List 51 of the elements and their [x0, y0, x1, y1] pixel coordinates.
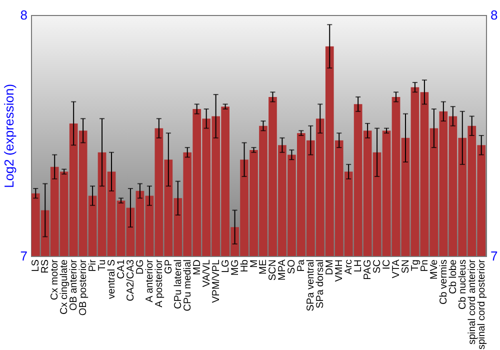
x-tick-label: SPa dorsal	[315, 260, 326, 308]
x-tick-label: GP	[163, 259, 174, 274]
x-tick-label: spinal cord anterior	[466, 258, 478, 345]
x-tick-label: Pa	[296, 259, 308, 272]
x-tick-label: Hb	[239, 259, 250, 272]
x-tick-label: RS	[40, 259, 52, 274]
x-tick-label: Cx motor	[50, 258, 61, 300]
x-tick-label: OB posterior	[78, 258, 90, 316]
x-tick-label: CPu medial	[182, 260, 194, 312]
y-axis-title: Log2 (expression)	[1, 84, 16, 188]
x-tick-label: Cb lobe	[448, 259, 459, 294]
x-tick-label: PAG	[362, 259, 374, 280]
x-tick-label: ventral S	[106, 259, 118, 299]
x-tick-label: Tg	[410, 260, 421, 272]
y2-tick-label: 7	[490, 248, 498, 264]
x-tick-label: Tu	[97, 260, 108, 271]
x-tick-label: Arc	[344, 260, 355, 274]
x-tick-label: IC	[382, 260, 393, 270]
x-tick-label: M	[248, 260, 260, 268]
x-tick-label: VTA	[391, 259, 402, 278]
x-tick-label: ME	[258, 259, 270, 274]
x-tick-label: SN	[400, 260, 412, 274]
x-tick-label: MG	[230, 259, 241, 276]
x-tick-label: SPa ventral	[306, 260, 317, 312]
x-tick-label: CA2/CA3	[125, 259, 136, 302]
x-tick-label: VPM/VPL	[210, 259, 222, 303]
x-tick-label: VA/VL	[201, 259, 212, 288]
x-tick-label: A posterior	[154, 258, 165, 308]
x-tick-label: A anterior	[144, 258, 156, 302]
x-tick-label: SO	[286, 259, 298, 274]
x-tick-label: DG	[134, 259, 146, 274]
x-tick-label: SCN	[268, 260, 279, 281]
x-tick-label: MPA	[277, 259, 288, 280]
x-tick-label: LH	[353, 260, 364, 272]
y2-tick-label: 8	[490, 8, 498, 22]
x-tick-label: LS	[30, 259, 42, 272]
x-tick-label: MVe	[428, 259, 440, 280]
x-tick-label: spinal cord posterior	[476, 258, 488, 350]
x-tick-label: Pir	[88, 258, 99, 272]
x-tick-label: LG	[220, 259, 232, 273]
x-tick-label: VMH	[334, 260, 346, 282]
x-tick-label: Pn	[419, 260, 430, 272]
x-tick-label: Cb vermis	[438, 260, 450, 305]
x-tick-label: MD	[192, 260, 203, 276]
x-tick-label: OB anterior	[68, 258, 80, 311]
x-tick-label: Cb nucleus	[457, 260, 468, 310]
x-tick-label: CPu lateral	[172, 260, 184, 309]
x-tick-label: SC	[372, 260, 384, 274]
x-tick-label: Cx cingulate	[59, 259, 70, 315]
x-tick-label: CA1	[116, 259, 127, 279]
x-tick-label: DM	[324, 260, 336, 276]
